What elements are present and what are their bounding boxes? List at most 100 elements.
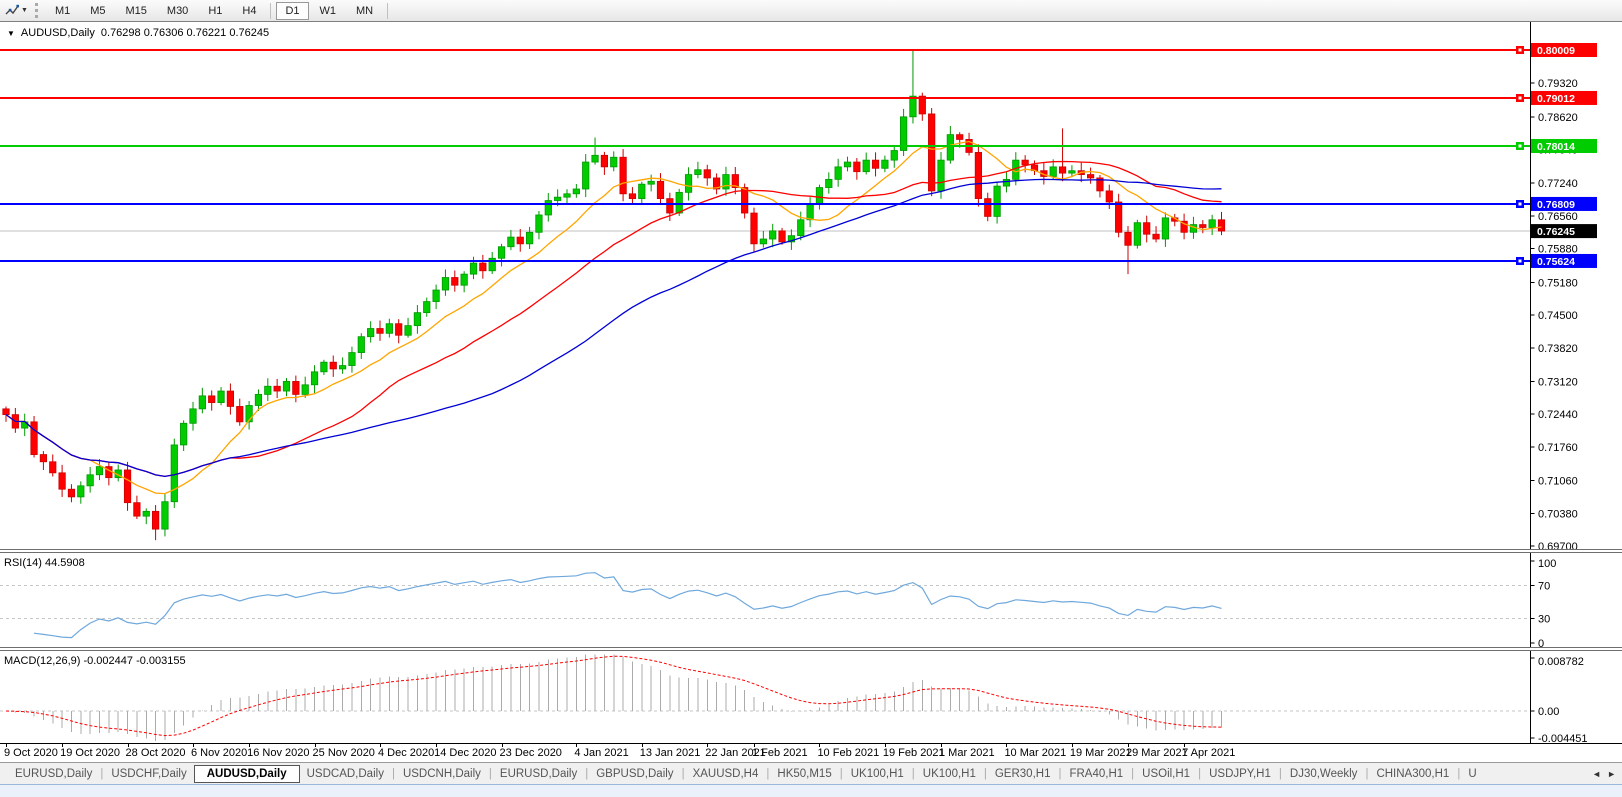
panel-divider[interactable] xyxy=(0,647,1622,651)
toolbar-grip xyxy=(34,3,39,18)
date-label: 19 Mar 2021 xyxy=(1069,747,1132,759)
tab-scroll-left-icon[interactable]: ◄ xyxy=(1592,768,1602,779)
main-chart-canvas[interactable]: 0.793200.786200.779400.772400.765600.758… xyxy=(0,22,1622,549)
date-tick-mark xyxy=(707,744,709,747)
bottom-tab-EURUSD-Daily[interactable]: EURUSD,Daily xyxy=(499,767,578,780)
bottom-tab-XAUUSD-H4[interactable]: XAUUSD,H4 xyxy=(692,767,759,780)
tab-separator: | xyxy=(983,767,987,780)
bottom-tab-GER30-H1[interactable]: GER30,H1 xyxy=(994,767,1051,780)
hline-price-label: 0.80009 xyxy=(1537,45,1575,57)
horizontal-lines-layer xyxy=(0,46,1531,265)
macd-axis-label: 0.00 xyxy=(1538,706,1559,718)
tab-scroll-controls: ◄ ► xyxy=(1588,763,1620,784)
timeframe-button-H1[interactable]: H1 xyxy=(208,4,223,17)
date-tick-mark xyxy=(1184,744,1186,747)
hline-price-box xyxy=(1531,43,1597,58)
date-label: 25 Nov 2020 xyxy=(312,747,375,759)
tab-scroll-right-icon[interactable]: ► xyxy=(1607,768,1616,779)
timeframe-button-M15[interactable]: M15 xyxy=(125,4,147,17)
date-tick-mark xyxy=(193,744,194,747)
bottom-tab-DJ30-Weekly[interactable]: DJ30,Weekly xyxy=(1289,767,1358,780)
tabs-container: EURUSD,Daily | USDCHF,Daily AUDUSD,Daily USD… xyxy=(8,764,1484,783)
tab-separator: | xyxy=(1278,767,1282,780)
date-tick-mark xyxy=(884,744,886,747)
macd-signal-line xyxy=(5,655,1222,737)
rsi-panel-canvas[interactable]: 100 70 30 0 RSI(14) 44.5908 xyxy=(0,553,1622,647)
price-tick-label: 0.74500 xyxy=(1538,310,1578,322)
tab-separator: | xyxy=(100,767,104,780)
bottom-tab-CHINA300-H1[interactable]: CHINA300,H1 xyxy=(1376,767,1450,780)
date-tick-mark xyxy=(249,744,251,747)
date-label: 10 Feb 2021 xyxy=(817,747,880,759)
bottom-tab-EURUSD-Daily[interactable]: EURUSD,Daily xyxy=(15,767,93,780)
tab-separator: | xyxy=(766,767,770,780)
bottom-tab-UK100-H1[interactable]: UK100,H1 xyxy=(850,767,904,780)
ma-line-25 xyxy=(5,160,1222,478)
chart-menu-icon[interactable]: ▼ xyxy=(7,28,15,38)
status-bar xyxy=(0,784,1622,797)
timeframe-button-MN[interactable]: MN xyxy=(356,4,374,17)
chart-cursor-icon[interactable] xyxy=(4,3,20,19)
price-tick-label: 0.73820 xyxy=(1538,343,1578,355)
date-label: 4 Jan 2021 xyxy=(574,747,629,759)
current-price-label: 0.76245 xyxy=(1537,226,1575,238)
bottom-tab-USDCHF-Daily[interactable]: USDCHF,Daily xyxy=(111,767,187,780)
timeframe-button-D1[interactable]: D1 xyxy=(276,1,309,20)
bottom-tab-UK100-H1[interactable]: UK100,H1 xyxy=(922,767,976,780)
price-tick-label: 0.72440 xyxy=(1538,409,1578,421)
toolbar-separator xyxy=(270,2,272,19)
bottom-tab-USDCNH-Daily[interactable]: USDCNH,Daily xyxy=(402,767,481,780)
bottom-tab-FRA40-H1[interactable]: FRA40,H1 xyxy=(1069,767,1124,780)
rsi-axis-label: 100 xyxy=(1538,558,1556,570)
chart-title: ▼ AUDUSD,Daily 0.76298 0.76306 0.76221 0… xyxy=(7,27,269,39)
macd-indicator-label: MACD(12,26,9) -0.002447 -0.003155 xyxy=(4,655,186,667)
price-tick-label: 0.76560 xyxy=(1538,211,1578,223)
bottom-tab-HK50-M15[interactable]: HK50,M15 xyxy=(777,767,832,780)
hline-price-label: 0.78014 xyxy=(1537,141,1575,153)
date-label: 29 Mar 2021 xyxy=(1126,747,1188,759)
bottom-tab-USDCAD-Daily[interactable]: USDCAD,Daily xyxy=(306,767,384,780)
price-tick-label: 0.75880 xyxy=(1538,244,1578,256)
bottom-tab-U[interactable]: U xyxy=(1468,767,1477,780)
dropdown-arrow-icon[interactable]: ▼ xyxy=(21,7,28,14)
tab-separator: | xyxy=(681,767,685,780)
tab-separator: | xyxy=(1058,767,1062,780)
tab-separator: | xyxy=(911,767,915,780)
panel-divider[interactable] xyxy=(0,549,1622,553)
date-tick-mark xyxy=(314,744,316,747)
current-price-box xyxy=(1531,224,1597,239)
price-tick-label: 0.79320 xyxy=(1538,78,1578,90)
rsi-axis-label: 0 xyxy=(1538,638,1544,647)
tab-separator: | xyxy=(391,767,395,780)
price-tick-label: 0.77240 xyxy=(1538,178,1578,190)
bottom-tab-USDJPY-H1[interactable]: USDJPY,H1 xyxy=(1209,767,1271,780)
price-tick-label: 0.78620 xyxy=(1538,112,1578,124)
rsi-indicator-label: RSI(14) 44.5908 xyxy=(4,557,85,569)
date-label: 6 Nov 2020 xyxy=(191,747,248,759)
price-tick-label: 0.75180 xyxy=(1538,277,1578,289)
price-tick-label: 0.71760 xyxy=(1538,442,1578,454)
rsi-axis-label: 70 xyxy=(1538,581,1550,593)
timeframe-button-M30[interactable]: M30 xyxy=(166,4,189,17)
bottom-tab-USOil-H1[interactable]: USOil,H1 xyxy=(1142,767,1191,780)
timeframe-button-W1[interactable]: W1 xyxy=(319,4,337,17)
candles-layer xyxy=(2,50,1226,541)
date-tick-mark xyxy=(576,744,578,747)
timeframe-button-M5[interactable]: M5 xyxy=(90,4,106,17)
tab-separator: | xyxy=(488,767,492,780)
bottom-tab-AUDUSD-Daily[interactable]: AUDUSD,Daily xyxy=(193,764,300,783)
timeframe-button-M1[interactable]: M1 xyxy=(54,4,71,17)
price-axis[interactable]: 0.793200.786200.779400.772400.765600.758… xyxy=(1530,22,1598,549)
date-tick-mark xyxy=(436,744,438,747)
macd-axis-label: 0.008782 xyxy=(1538,656,1584,668)
bottom-tab-GBPUSD-Daily[interactable]: GBPUSD,Daily xyxy=(596,767,674,780)
date-tick-mark xyxy=(6,744,7,747)
date-tick-mark xyxy=(380,744,381,747)
top-toolbar: ▼ M1 M5 M15 M30 H1 H4 D1 W1 MN xyxy=(0,0,1622,22)
macd-panel-canvas[interactable]: 0.008782 0.00 -0.004451 MACD(12,26,9) -0.00… xyxy=(0,651,1622,744)
date-label: 22 Jan 2021 xyxy=(705,747,766,759)
date-tick-mark xyxy=(819,744,821,747)
time-axis[interactable]: 9 Oct 2020 19 Oct 2020 28 Oct 2020 6 Nov 20… xyxy=(0,744,1622,762)
date-tick-mark xyxy=(1128,744,1129,747)
timeframe-button-H4[interactable]: H4 xyxy=(242,4,257,17)
